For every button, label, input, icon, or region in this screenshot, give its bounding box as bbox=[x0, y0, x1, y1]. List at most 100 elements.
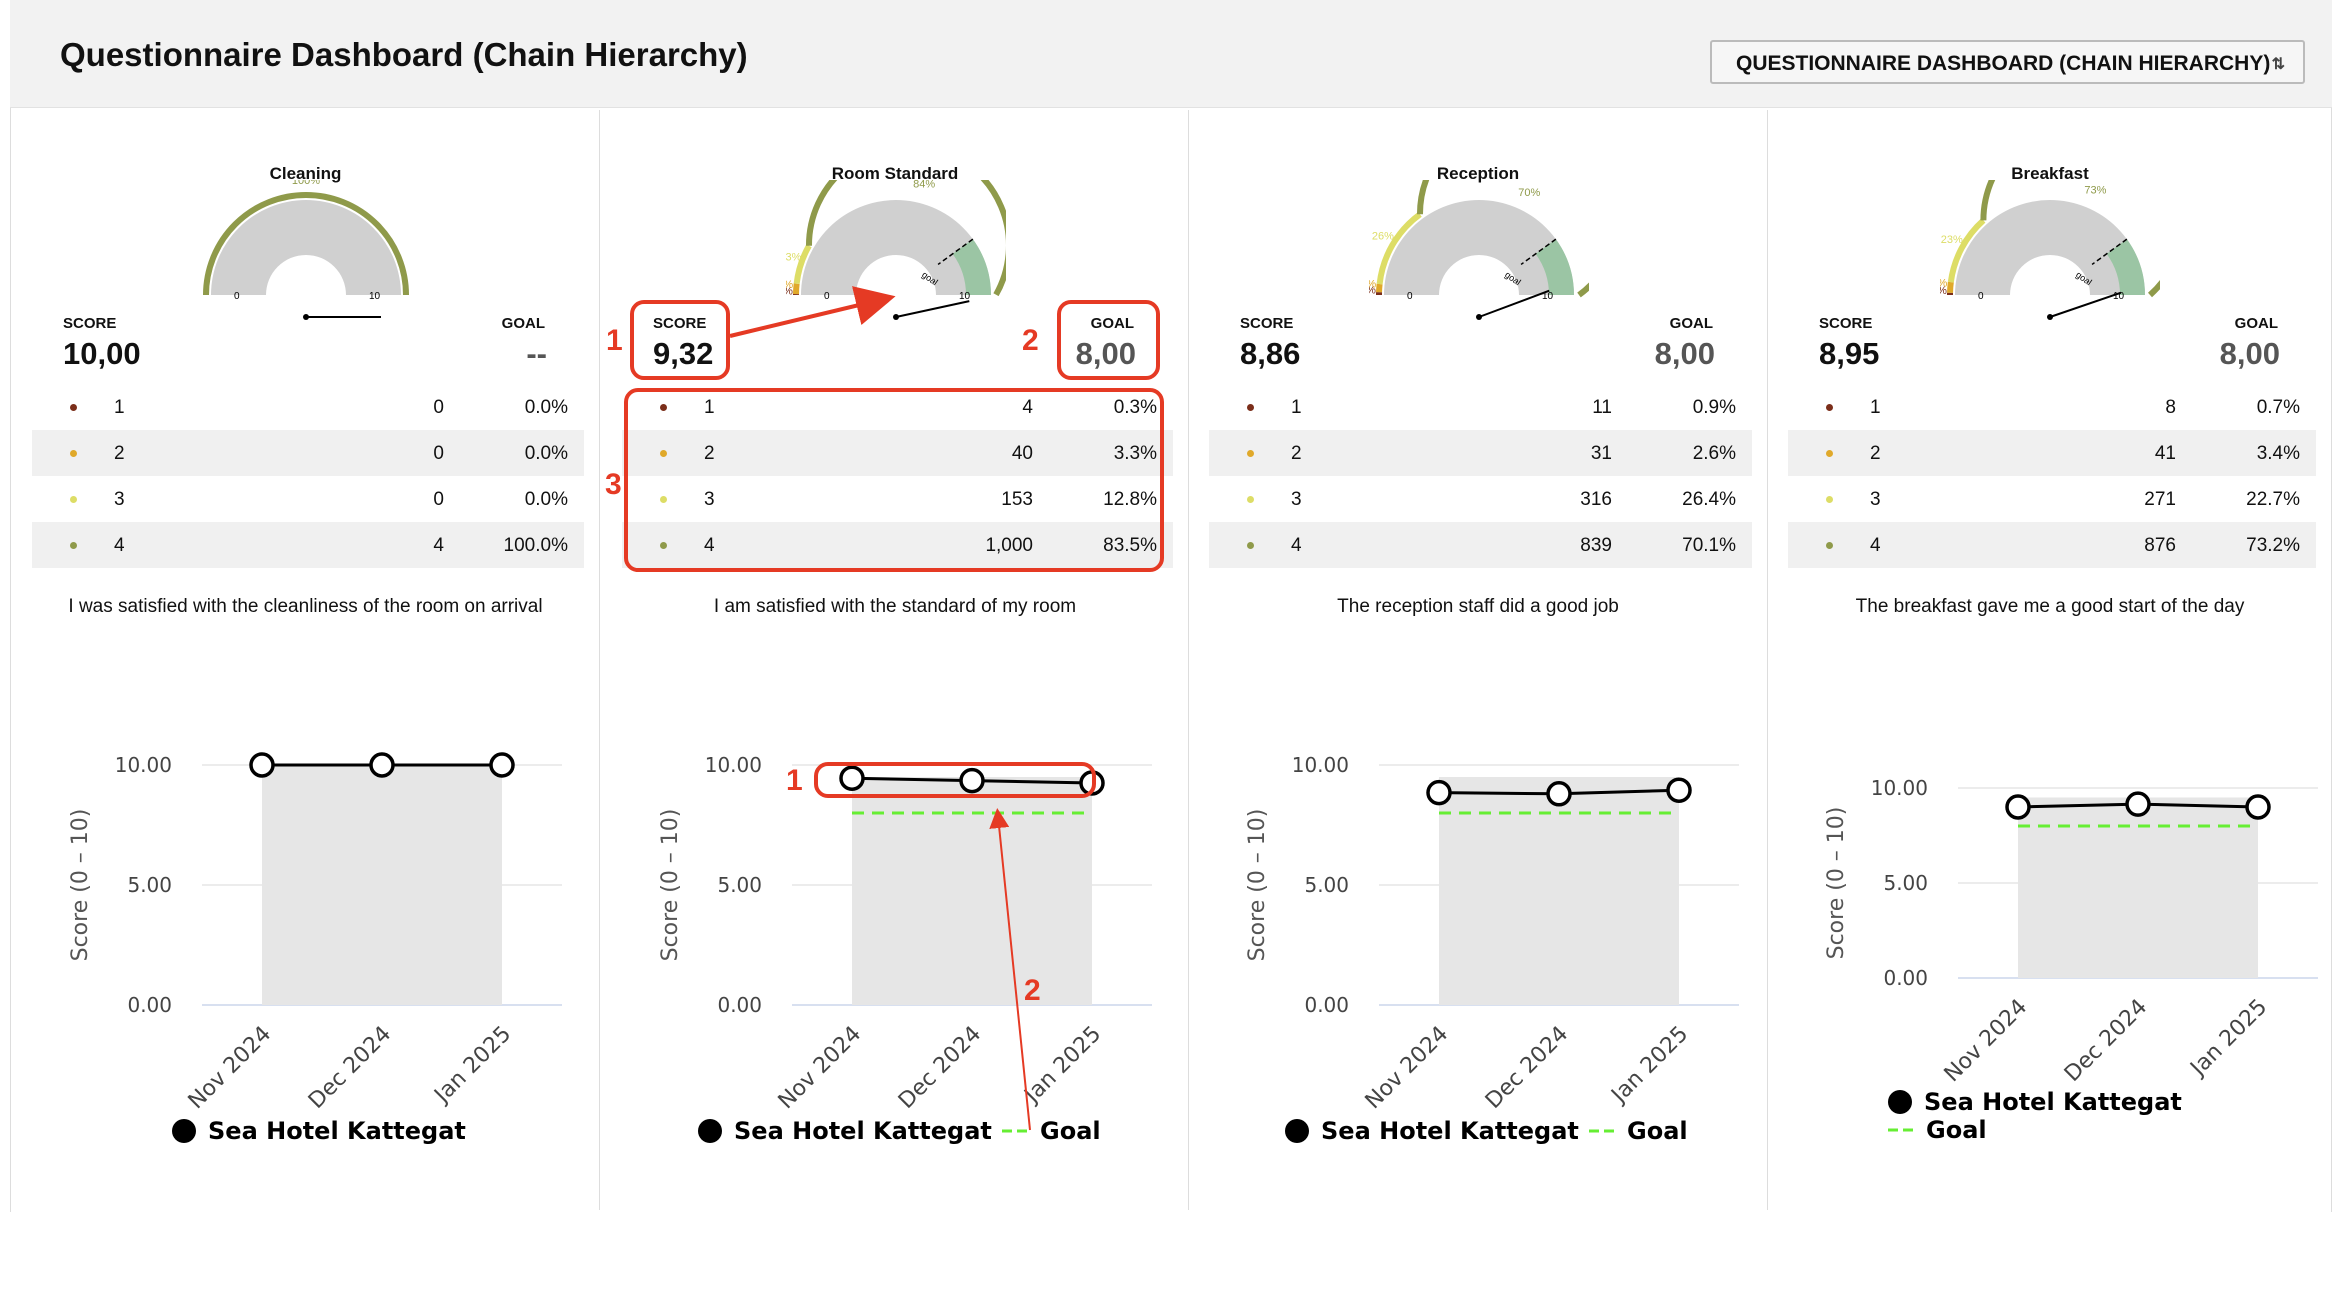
response-count: 41 bbox=[2155, 443, 2176, 465]
response-count: 11 bbox=[1592, 397, 1612, 419]
gauge-distribution-arc bbox=[796, 284, 797, 294]
gauge-percent-label: 3% bbox=[1369, 278, 1376, 290]
gauge-percent-label: 70% bbox=[1518, 187, 1540, 199]
annotation-box-goal bbox=[1057, 300, 1160, 380]
legend-label-goal: Goal bbox=[1040, 1117, 1101, 1145]
gauge-needle-hub bbox=[1476, 314, 1482, 320]
score-value: 8,86 bbox=[1240, 336, 1300, 372]
gauge-needle-hub bbox=[303, 314, 309, 320]
legend-label-series: Sea Hotel Kattegat bbox=[1924, 1088, 2182, 1116]
dashboard-selector-value: QUESTIONNAIRE DASHBOARD (CHAIN HIERARCHY… bbox=[1736, 52, 2270, 75]
score-distribution-table: 1 8 0.7% 2 41 3.4% 3 271 22.7% 4 876 73.… bbox=[1788, 384, 2316, 568]
gauge-percent-label: 84% bbox=[913, 180, 935, 191]
gauge-needle bbox=[2050, 293, 2121, 317]
x-tick-label: Nov 2024 bbox=[774, 1022, 867, 1115]
response-percent: 0.7% bbox=[2257, 397, 2300, 419]
question-panel-cleaning: Cleaning SCORE GOAL 10,00 -- I was satis… bbox=[12, 110, 600, 1210]
distribution-row: 3 0 0.0% bbox=[32, 476, 584, 522]
gauge-min-label: 0 bbox=[234, 291, 240, 302]
level-label: 3 bbox=[1870, 489, 1881, 511]
level-dot bbox=[70, 450, 77, 457]
score-gauge: 0 10 100% bbox=[196, 180, 416, 330]
response-count: 271 bbox=[2144, 489, 2176, 511]
legend-marker-series bbox=[698, 1119, 722, 1143]
legend-label-goal: Goal bbox=[1926, 1116, 1987, 1144]
data-point bbox=[1668, 779, 1690, 801]
question-text: The reception staff did a good job bbox=[1189, 596, 1767, 618]
goal-value: 8,00 bbox=[2220, 336, 2280, 372]
gauge-distribution-arc bbox=[1950, 282, 1951, 293]
level-label: 2 bbox=[1291, 443, 1302, 465]
response-percent: 0.0% bbox=[525, 489, 568, 511]
level-dot bbox=[70, 496, 77, 503]
y-tick-label: 0.00 bbox=[1304, 993, 1349, 1017]
level-dot bbox=[1247, 404, 1254, 411]
data-point bbox=[491, 754, 513, 776]
gauge-max-label: 10 bbox=[369, 291, 381, 302]
distribution-row: 1 8 0.7% bbox=[1788, 384, 2316, 430]
y-tick-label: 10.00 bbox=[1871, 776, 1928, 800]
annotation-marker-3: 3 bbox=[605, 468, 622, 502]
x-tick-label: Dec 2024 bbox=[2060, 995, 2152, 1087]
gauge-percent-label: 100% bbox=[292, 180, 320, 187]
gauge-max-label: 10 bbox=[2113, 291, 2125, 302]
gauge-percent-label: 3% bbox=[786, 279, 793, 291]
score-gauge: goal0100%3%13%84% bbox=[786, 180, 1006, 330]
annotation-box-score bbox=[630, 300, 730, 380]
x-tick-label: Jan 2025 bbox=[2185, 995, 2273, 1083]
score-gauge: goal0101%3%23%73% bbox=[1940, 180, 2160, 330]
gauge-min-label: 0 bbox=[1407, 291, 1413, 302]
x-tick-label: Dec 2024 bbox=[304, 1022, 396, 1114]
question-panel-room-standard: Room Standard SCORE GOAL 9,32 8,00 I am … bbox=[602, 110, 1189, 1210]
y-tick-label: 5.00 bbox=[1883, 871, 1928, 895]
response-count: 0 bbox=[433, 397, 444, 419]
legend-label-series: Sea Hotel Kattegat bbox=[208, 1117, 466, 1145]
goal-label: GOAL bbox=[502, 315, 545, 332]
level-label: 3 bbox=[1291, 489, 1302, 511]
response-count: 0 bbox=[433, 443, 444, 465]
level-label: 4 bbox=[1870, 535, 1881, 557]
gauge-min-label: 0 bbox=[824, 291, 830, 302]
distribution-row: 1 11 0.9% bbox=[1209, 384, 1752, 430]
goal-value: -- bbox=[526, 336, 547, 372]
response-percent: 73.2% bbox=[2246, 535, 2300, 557]
gauge-needle-hub bbox=[893, 314, 899, 320]
legend-marker-series bbox=[1888, 1090, 1912, 1114]
dashboard-selector[interactable]: QUESTIONNAIRE DASHBOARD (CHAIN HIERARCHY… bbox=[1710, 40, 2305, 84]
gauge-min-label: 0 bbox=[1978, 291, 1984, 302]
annotation-marker-chart-1: 1 bbox=[786, 764, 803, 798]
y-tick-label: 5.00 bbox=[127, 873, 172, 897]
y-axis-label: Score (0 – 10) bbox=[658, 809, 683, 962]
y-axis-label: Score (0 – 10) bbox=[1245, 809, 1270, 962]
legend-marker-series bbox=[172, 1119, 196, 1143]
response-count: 839 bbox=[1580, 535, 1612, 557]
chart-range-area bbox=[1439, 777, 1679, 1005]
x-tick-label: Jan 2025 bbox=[1606, 1022, 1694, 1110]
response-percent: 0.0% bbox=[525, 397, 568, 419]
y-tick-label: 0.00 bbox=[717, 993, 762, 1017]
score-value: 10,00 bbox=[63, 336, 141, 372]
question-panel-breakfast: Breakfast SCORE GOAL 8,95 8,00 The break… bbox=[1768, 110, 2332, 1210]
level-dot bbox=[1247, 496, 1254, 503]
level-label: 1 bbox=[1870, 397, 1881, 419]
annotation-marker-1: 1 bbox=[606, 324, 623, 358]
gauge-percent-label: 73% bbox=[2084, 185, 2106, 197]
score-label: SCORE bbox=[1240, 315, 1293, 332]
y-tick-label: 10.00 bbox=[115, 753, 172, 777]
x-tick-label: Nov 2024 bbox=[1361, 1022, 1454, 1115]
response-count: 876 bbox=[2144, 535, 2176, 557]
response-count: 4 bbox=[433, 535, 444, 557]
y-axis-label: Score (0 – 10) bbox=[68, 809, 93, 962]
response-count: 316 bbox=[1580, 489, 1612, 511]
score-distribution-table: 1 11 0.9% 2 31 2.6% 3 316 26.4% 4 839 70… bbox=[1209, 384, 1752, 568]
response-percent: 2.6% bbox=[1693, 443, 1736, 465]
gauge-percent-label: 23% bbox=[1941, 234, 1963, 246]
level-label: 1 bbox=[1291, 397, 1302, 419]
data-point bbox=[1428, 782, 1450, 804]
dropdown-icon: ⇅ bbox=[2272, 54, 2285, 74]
distribution-row: 4 876 73.2% bbox=[1788, 522, 2316, 568]
distribution-row: 3 271 22.7% bbox=[1788, 476, 2316, 522]
level-dot bbox=[1826, 542, 1833, 549]
